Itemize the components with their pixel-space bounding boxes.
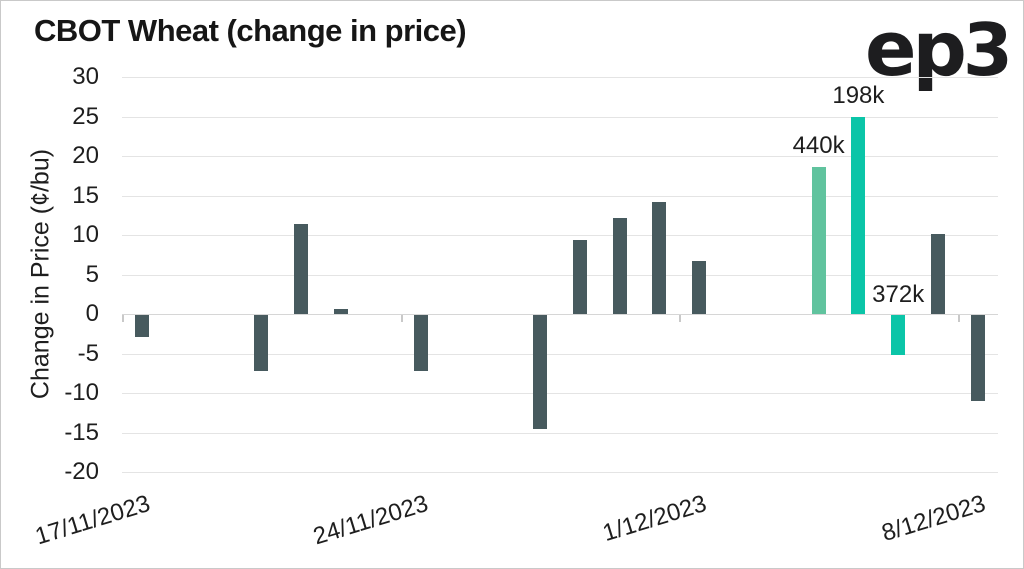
x-axis-tick — [121, 315, 124, 323]
gridline — [122, 353, 998, 355]
y-tick-label: 10 — [72, 221, 99, 249]
bar-24-11-2023 — [413, 315, 428, 371]
bar-8-12-2023 — [970, 315, 985, 402]
x-tick-label: 1/12/2023 — [600, 490, 711, 548]
gridline — [122, 195, 998, 197]
gridline — [122, 274, 998, 276]
x-tick-label: 8/12/2023 — [878, 490, 989, 548]
bar-6-12-2023 — [891, 315, 906, 355]
y-tick-label: 0 — [85, 300, 99, 328]
x-tick-label: 24/11/2023 — [310, 490, 432, 551]
gridline — [122, 77, 998, 79]
chart-title: CBOT Wheat (change in price) — [34, 13, 467, 48]
gridline — [122, 156, 998, 158]
bar-1-12-2023 — [692, 261, 707, 315]
y-tick-label: -15 — [64, 418, 99, 446]
y-tick-label: 25 — [72, 102, 99, 130]
y-tick-label: 15 — [72, 181, 99, 209]
x-tick-label: 17/11/2023 — [31, 490, 153, 551]
x-axis-tick — [679, 315, 682, 323]
y-tick-label: 20 — [72, 142, 99, 170]
y-tick-label: -10 — [64, 379, 99, 407]
brand-logo-ep: ep — [864, 4, 967, 93]
x-axis-tick — [957, 315, 960, 323]
bar-29-11-2023 — [612, 217, 627, 315]
brand-logo: ep3 — [865, 11, 1013, 87]
bar-5-12-2023 — [851, 116, 866, 315]
gridline — [122, 472, 998, 474]
bar-7-12-2023 — [931, 234, 945, 315]
bar-17-11-2023 — [134, 315, 149, 337]
y-tick-label: 5 — [85, 260, 99, 288]
x-axis-line — [122, 314, 998, 316]
gridline — [122, 116, 998, 118]
y-tick-label: -5 — [77, 339, 99, 367]
gridline — [122, 235, 998, 237]
gridline — [122, 432, 998, 434]
y-tick-label: 30 — [72, 63, 99, 91]
bar-27-11-2023 — [532, 315, 547, 430]
bar-value-label: 440k — [792, 132, 845, 160]
bar-4-12-2023 — [811, 167, 826, 315]
bar-value-label: 198k — [832, 81, 885, 109]
gridline — [122, 393, 998, 395]
bar-20-11-2023 — [254, 315, 269, 372]
bar-value-label: 372k — [872, 281, 925, 309]
bar-30-11-2023 — [652, 202, 667, 315]
bar-21-11-2023 — [294, 224, 308, 315]
y-tick-label: -20 — [64, 458, 99, 486]
bar-28-11-2023 — [572, 240, 587, 315]
x-axis-tick — [400, 315, 403, 323]
bar-22-11-2023 — [333, 308, 348, 315]
brand-logo-3: 3 — [962, 8, 1013, 92]
